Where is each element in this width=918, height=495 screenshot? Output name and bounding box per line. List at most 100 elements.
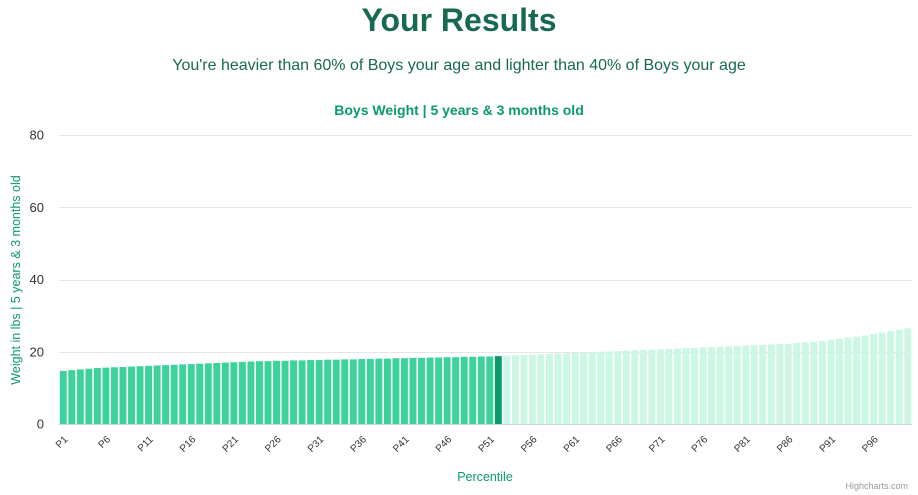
bar-p54[interactable] — [511, 355, 519, 424]
bar-p90[interactable] — [818, 340, 826, 424]
bar-p69[interactable] — [639, 349, 647, 424]
bar-p70[interactable] — [648, 349, 656, 424]
bar-p17[interactable] — [196, 363, 204, 424]
bar-p34[interactable] — [341, 359, 349, 424]
bar-p18[interactable] — [204, 363, 212, 424]
bar-p86[interactable] — [784, 343, 792, 424]
bar-p59[interactable] — [554, 353, 562, 424]
bar-p45[interactable] — [435, 357, 443, 424]
bar-p62[interactable] — [580, 352, 588, 424]
bar-p84[interactable] — [767, 344, 775, 424]
bar-p79[interactable] — [725, 346, 733, 424]
bar-p87[interactable] — [793, 343, 801, 424]
bar-p94[interactable] — [853, 336, 861, 424]
bar-p77[interactable] — [708, 347, 716, 424]
bar-p15[interactable] — [179, 364, 187, 424]
bar-p49[interactable] — [469, 356, 477, 424]
bar-p12[interactable] — [153, 365, 161, 424]
bar-p47[interactable] — [452, 357, 460, 424]
bar-p14[interactable] — [170, 364, 178, 424]
bar-p67[interactable] — [622, 350, 630, 424]
bar-p58[interactable] — [546, 353, 553, 424]
bar-p23[interactable] — [247, 361, 255, 425]
bar-p4[interactable] — [85, 368, 93, 424]
bar-p91[interactable] — [827, 339, 835, 424]
bar-p20[interactable] — [221, 362, 229, 424]
bar-p13[interactable] — [162, 365, 170, 424]
bar-p53[interactable] — [503, 355, 511, 424]
bar-p33[interactable] — [332, 359, 340, 424]
bar-p55[interactable] — [520, 355, 528, 424]
bar-p9[interactable] — [128, 366, 135, 424]
bar-p46[interactable] — [443, 357, 451, 424]
bar-p80[interactable] — [733, 345, 741, 424]
bar-p32[interactable] — [324, 359, 332, 424]
bar-p61[interactable] — [571, 352, 579, 424]
bar-p38[interactable] — [375, 358, 383, 424]
bar-p85[interactable] — [776, 344, 784, 424]
bar-p42[interactable] — [409, 357, 417, 424]
bar-p29[interactable] — [298, 360, 306, 424]
bar-p100[interactable] — [904, 328, 912, 424]
bar-p56[interactable] — [528, 354, 536, 424]
bar-p27[interactable] — [281, 360, 289, 424]
bar-p39[interactable] — [383, 358, 391, 424]
bar-p2[interactable] — [68, 370, 76, 424]
bar-p6[interactable] — [102, 367, 110, 424]
bar-p74[interactable] — [682, 348, 690, 424]
bar-p3[interactable] — [76, 369, 84, 424]
bar-p99[interactable] — [895, 329, 903, 424]
bar-p72[interactable] — [665, 348, 673, 424]
bar-p60[interactable] — [563, 353, 570, 424]
bar-p22[interactable] — [238, 361, 246, 424]
bar-p89[interactable] — [810, 341, 818, 424]
bar-p50[interactable] — [477, 356, 485, 424]
bar-p37[interactable] — [366, 358, 374, 424]
bar-p36[interactable] — [358, 358, 366, 424]
bar-p97[interactable] — [878, 332, 886, 424]
bar-p76[interactable] — [699, 347, 707, 424]
highcharts-credits[interactable]: Highcharts.com — [845, 481, 908, 491]
bar-p44[interactable] — [426, 357, 434, 424]
bar-p11[interactable] — [145, 365, 153, 424]
bar-p98[interactable] — [887, 331, 895, 424]
bar-p21[interactable] — [230, 362, 238, 424]
bar-p8[interactable] — [119, 366, 127, 424]
bar-p95[interactable] — [861, 335, 869, 424]
bar-p52[interactable] — [494, 356, 502, 424]
bar-p25[interactable] — [264, 361, 272, 424]
bar-p65[interactable] — [605, 351, 613, 424]
bar-p64[interactable] — [597, 351, 605, 424]
bar-p51[interactable] — [486, 356, 494, 424]
bar-p73[interactable] — [673, 348, 681, 425]
bar-p5[interactable] — [93, 368, 101, 424]
bar-p93[interactable] — [844, 337, 852, 424]
bar-p48[interactable] — [460, 356, 468, 424]
bar-p19[interactable] — [213, 362, 221, 424]
bar-p82[interactable] — [750, 345, 758, 424]
bar-p40[interactable] — [392, 358, 400, 424]
bar-p28[interactable] — [290, 360, 298, 424]
bar-p66[interactable] — [614, 351, 622, 424]
bar-p43[interactable] — [418, 357, 425, 424]
bar-p24[interactable] — [255, 361, 263, 424]
bar-p81[interactable] — [742, 345, 750, 424]
bar-p7[interactable] — [110, 367, 118, 424]
bar-p71[interactable] — [656, 349, 664, 424]
bar-p83[interactable] — [759, 344, 767, 424]
bar-p16[interactable] — [187, 364, 195, 424]
bar-p35[interactable] — [349, 359, 357, 424]
bar-p41[interactable] — [401, 358, 408, 424]
bar-p92[interactable] — [836, 338, 843, 424]
bar-p63[interactable] — [588, 352, 596, 424]
bar-p31[interactable] — [315, 360, 323, 424]
bar-p75[interactable] — [691, 347, 698, 424]
bar-p78[interactable] — [716, 346, 724, 424]
bar-p30[interactable] — [307, 360, 315, 424]
bar-p10[interactable] — [136, 366, 144, 424]
bar-p88[interactable] — [801, 342, 809, 424]
bar-p57[interactable] — [537, 354, 545, 424]
bar-p1[interactable] — [59, 370, 67, 424]
bar-p26[interactable] — [273, 360, 280, 424]
bar-p68[interactable] — [631, 350, 639, 424]
